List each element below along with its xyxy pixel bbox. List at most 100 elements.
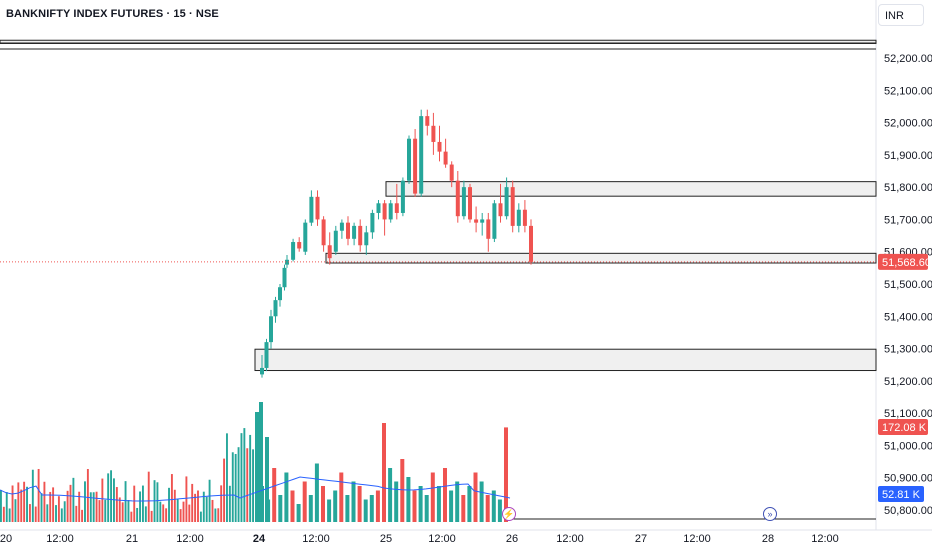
- volume-bar: [265, 437, 269, 522]
- volume-bar: [228, 485, 231, 522]
- volume-bar: [243, 428, 246, 522]
- volume-bar: [418, 486, 423, 522]
- volume-bar: [504, 427, 508, 522]
- last-price-label: 51,568.60: [882, 257, 931, 269]
- time-tick-label: 12:00: [428, 533, 456, 545]
- volume-bar: [69, 484, 72, 522]
- volume-bar: [231, 452, 234, 522]
- volume-bar: [237, 447, 240, 522]
- candle-body: [273, 300, 278, 317]
- volume-bar: [369, 495, 374, 522]
- volume-bar: [17, 482, 20, 522]
- volume-bar: [199, 511, 202, 522]
- volume-bar: [412, 490, 417, 522]
- volume-bar: [211, 499, 214, 522]
- volume-bar: [110, 470, 113, 522]
- volume-bar: [234, 453, 237, 522]
- zone-rectangle: [325, 252, 877, 264]
- candle-body: [394, 203, 399, 213]
- volume-bar: [40, 493, 43, 522]
- candle-body: [431, 125, 436, 142]
- volume-ma-line: [0, 476, 511, 502]
- volume-bar: [107, 473, 110, 522]
- candle-body: [400, 180, 405, 213]
- time-tick-label: 12:00: [176, 533, 204, 545]
- candle-body: [297, 242, 302, 249]
- volume-bar: [168, 487, 170, 522]
- volume-bar: [284, 472, 289, 522]
- volume-bar: [194, 493, 197, 522]
- candle-body: [352, 225, 357, 239]
- volume-bar: [182, 501, 185, 522]
- volume-bar: [461, 495, 466, 522]
- zone-rectangle: [254, 348, 877, 372]
- volume-bar: [78, 491, 81, 522]
- candle-body: [461, 187, 466, 217]
- volume-bar: [455, 481, 460, 522]
- volume-bar: [127, 499, 130, 522]
- volume-bar: [272, 468, 277, 522]
- volume-bar: [363, 499, 368, 522]
- candle-body: [364, 232, 369, 246]
- price-tick-label: 52,100.00: [884, 85, 932, 97]
- volume-bar: [118, 497, 121, 522]
- candle-body: [529, 225, 533, 262]
- time-tick-label: 26: [506, 533, 518, 545]
- volume-bar: [159, 501, 162, 522]
- volume-bar: [139, 491, 141, 522]
- volume-bar: [217, 508, 220, 522]
- candle-body: [309, 196, 314, 223]
- volume-bar: [28, 504, 31, 522]
- time-tick-label: 20: [0, 533, 12, 545]
- volume-bar: [406, 477, 411, 522]
- candle-body: [474, 219, 479, 223]
- volume-bar: [479, 481, 484, 522]
- currency-selector[interactable]: INR: [878, 4, 924, 26]
- candle-body: [370, 212, 375, 233]
- replay-forward-icon[interactable]: »: [763, 507, 777, 521]
- candle-body: [285, 259, 289, 265]
- candle-body: [504, 187, 509, 217]
- price-tick-label: 51,500.00: [884, 279, 932, 291]
- volume-bar: [101, 478, 104, 522]
- volume-bar: [89, 492, 92, 522]
- volume-bar: [66, 490, 69, 522]
- volume-bar: [443, 468, 447, 522]
- volume-bar: [191, 483, 194, 522]
- candle-body: [327, 245, 332, 259]
- volume-last-tag: [878, 419, 928, 435]
- volume-bar: [351, 481, 356, 522]
- volume-bar: [400, 459, 405, 522]
- candle-body: [419, 116, 424, 194]
- volume-bar: [98, 500, 101, 522]
- candle-body: [486, 219, 491, 239]
- candle-body: [321, 219, 326, 246]
- volume-bar: [375, 490, 380, 522]
- volume-bar: [147, 471, 150, 522]
- time-tick-label: 12:00: [811, 533, 839, 545]
- volume-bar: [26, 486, 28, 522]
- volume-bar: [278, 495, 283, 522]
- volume-bar: [173, 489, 176, 522]
- volume-bar: [104, 499, 107, 522]
- volume-bar: [449, 490, 454, 522]
- candle-body: [269, 316, 273, 343]
- volume-bar: [382, 423, 386, 522]
- volume-bar: [240, 433, 243, 522]
- time-tick-label: 12:00: [302, 533, 330, 545]
- volume-bar: [176, 499, 179, 522]
- volume-bar: [321, 486, 325, 522]
- candle-body: [278, 287, 282, 301]
- volume-bar: [8, 508, 11, 522]
- candle-body: [282, 267, 287, 288]
- candle-body: [455, 180, 460, 217]
- volume-bar: [246, 448, 249, 522]
- flash-icon[interactable]: ⚡: [502, 507, 516, 521]
- candle-body: [480, 219, 485, 223]
- price-tick-label: 52,000.00: [884, 118, 932, 130]
- volume-bar: [188, 504, 191, 522]
- volume-bar: [34, 506, 37, 522]
- volume-bar: [124, 481, 127, 522]
- time-tick-label: 12:00: [683, 533, 711, 545]
